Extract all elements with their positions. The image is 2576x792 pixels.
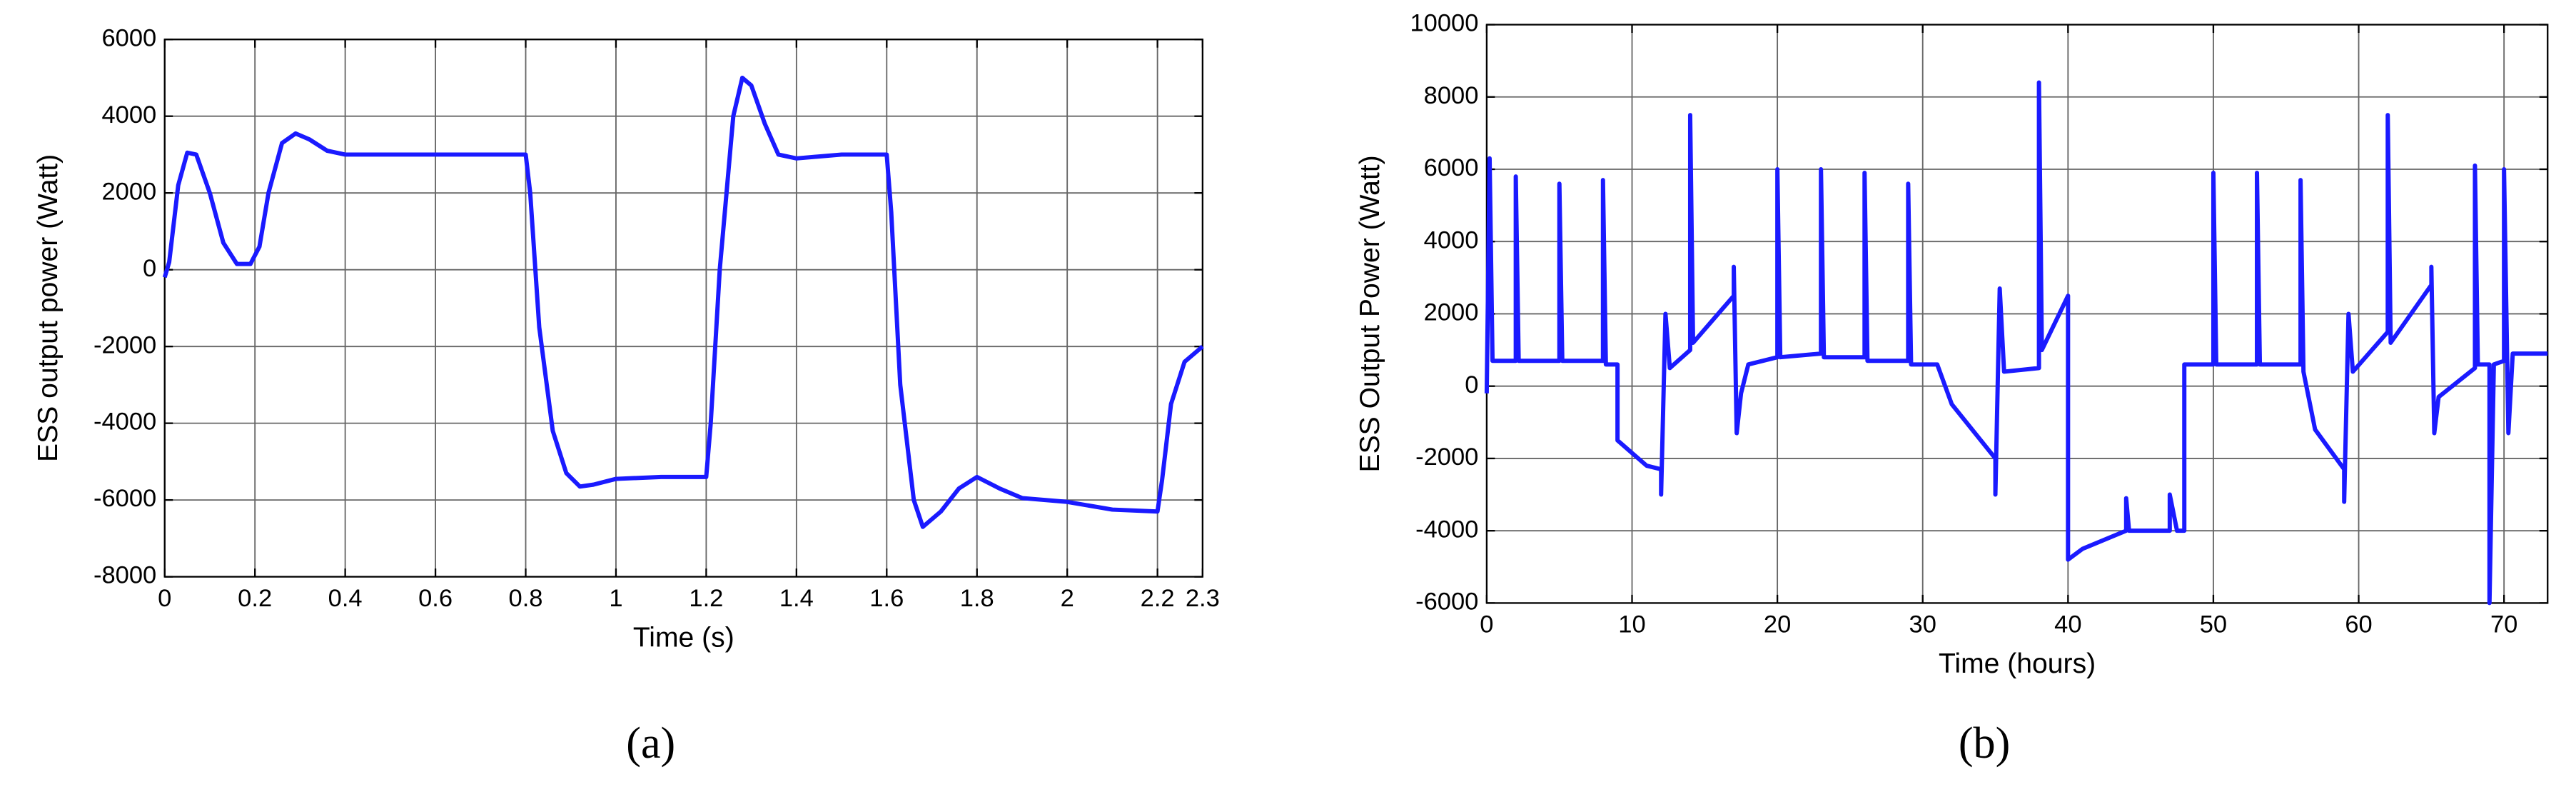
x-tick-label: 40 <box>2054 611 2081 638</box>
x-tick-label: 70 <box>2490 611 2517 638</box>
y-tick-label: -4000 <box>94 408 156 436</box>
y-tick-label: 4000 <box>101 101 156 129</box>
x-tick-label: 10 <box>1618 611 1645 638</box>
y-tick-label: 6000 <box>101 24 156 51</box>
y-tick-label: 8000 <box>1424 82 1479 109</box>
caption: (a) <box>626 719 675 768</box>
x-tick-label: 0.6 <box>418 585 453 612</box>
x-tick-label: 1.2 <box>689 585 723 612</box>
x-tick-label: 0 <box>1480 611 1493 638</box>
x-tick-label: 1.6 <box>869 585 904 612</box>
x-tick-label: 1.8 <box>960 585 994 612</box>
plot-frame <box>163 39 1204 578</box>
data-line <box>162 75 1204 529</box>
x-tick-label: 20 <box>1764 611 1791 638</box>
y-tick-label: 2000 <box>1424 299 1479 326</box>
x-tick-label: 0.8 <box>509 585 543 612</box>
x-tick-label: 30 <box>1909 611 1936 638</box>
x-tick-label: 0.2 <box>238 585 272 612</box>
y-tick-label: -4000 <box>1415 516 1478 543</box>
y-tick-label: -2000 <box>1415 443 1478 471</box>
y-tick-label: 4000 <box>1424 226 1479 254</box>
y-tick-label: 0 <box>1465 371 1478 398</box>
x-tick-label: 50 <box>2200 611 2227 638</box>
x-axis-label: Time (hours) <box>1939 648 2096 679</box>
y-tick-label: 10000 <box>1410 10 1478 37</box>
x-tick-label: 1.4 <box>779 585 814 612</box>
x-tick-label: 2.3 <box>1186 585 1220 612</box>
x-tick-label: 0 <box>158 585 171 612</box>
y-tick-label: 2000 <box>101 178 156 205</box>
y-tick-label: -6000 <box>1415 588 1478 616</box>
y-tick-label: 0 <box>143 255 156 282</box>
y-tick-label: -2000 <box>94 331 156 359</box>
x-tick-label: 60 <box>2345 611 2372 638</box>
y-tick-label: -8000 <box>94 562 156 589</box>
x-tick-label: 0.4 <box>328 585 363 612</box>
x-tick-label: 2 <box>1061 585 1074 612</box>
data-line <box>1484 80 2548 606</box>
y-tick-label: 6000 <box>1424 154 1479 181</box>
x-tick-label: 1 <box>609 585 622 612</box>
y-tick-label: -6000 <box>94 485 156 512</box>
x-tick-label: 2.2 <box>1141 585 1175 612</box>
caption: (b) <box>1959 719 2010 768</box>
y-axis-label: ESS Output Power (Watt) <box>1355 155 1385 472</box>
y-axis-label: ESS output power (Watt) <box>33 154 64 462</box>
x-axis-label: Time (s) <box>633 622 734 653</box>
plot-area <box>164 39 1203 577</box>
